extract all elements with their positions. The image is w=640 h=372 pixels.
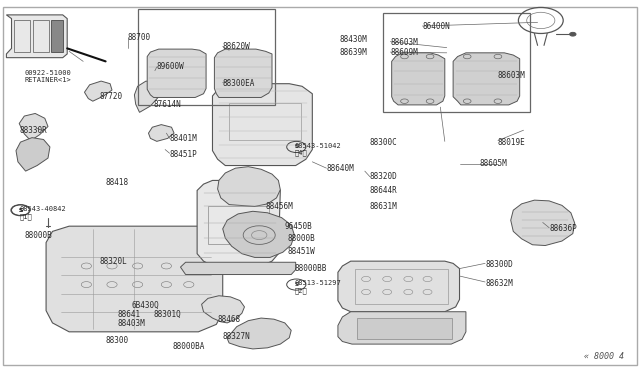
Bar xyxy=(355,269,448,304)
Text: 88640M: 88640M xyxy=(326,164,354,173)
Bar xyxy=(383,13,530,112)
Polygon shape xyxy=(453,53,520,105)
Bar xyxy=(33,20,49,52)
Text: 96450B: 96450B xyxy=(285,222,312,231)
Text: 88631M: 88631M xyxy=(370,202,397,211)
Text: S: S xyxy=(19,208,22,213)
Text: 88636P: 88636P xyxy=(549,224,577,233)
Polygon shape xyxy=(6,15,67,58)
Text: 88418: 88418 xyxy=(106,178,129,187)
Text: 88605M: 88605M xyxy=(480,159,508,168)
Text: 88401M: 88401M xyxy=(170,134,197,143)
Polygon shape xyxy=(218,167,280,206)
Text: 88451W: 88451W xyxy=(288,247,316,256)
Bar xyxy=(51,20,63,52)
Text: 88603M: 88603M xyxy=(390,38,418,47)
Text: 08543-40842
、1。: 08543-40842 、1。 xyxy=(19,206,66,219)
Text: 88700: 88700 xyxy=(128,33,151,42)
Text: 88609M: 88609M xyxy=(390,48,418,57)
Polygon shape xyxy=(202,296,244,323)
Polygon shape xyxy=(46,226,223,332)
Text: 88603M: 88603M xyxy=(498,71,525,80)
Polygon shape xyxy=(180,262,296,275)
Text: 6B430Q: 6B430Q xyxy=(131,301,159,310)
Text: 88430M: 88430M xyxy=(339,35,367,44)
Polygon shape xyxy=(16,138,50,171)
Polygon shape xyxy=(212,84,312,166)
Text: 88641: 88641 xyxy=(117,310,140,319)
Text: 88000B: 88000B xyxy=(288,234,316,243)
Text: 88300EA: 88300EA xyxy=(223,79,255,88)
Text: 88320D: 88320D xyxy=(370,172,397,181)
Polygon shape xyxy=(148,125,174,141)
Text: 88300D: 88300D xyxy=(485,260,513,269)
Circle shape xyxy=(570,32,576,36)
Text: 88000BA: 88000BA xyxy=(173,342,205,351)
Text: 87614N: 87614N xyxy=(154,100,181,109)
Text: 88456M: 88456M xyxy=(266,202,293,211)
Polygon shape xyxy=(338,261,460,312)
Text: S: S xyxy=(294,144,298,150)
Text: 87720: 87720 xyxy=(99,92,122,101)
Text: 88327N: 88327N xyxy=(223,332,250,341)
Text: 88000BB: 88000BB xyxy=(294,264,327,273)
Text: 88632M: 88632M xyxy=(485,279,513,288)
Text: 89600W: 89600W xyxy=(157,62,184,71)
Text: 88019E: 88019E xyxy=(498,138,525,147)
Polygon shape xyxy=(338,312,466,344)
Text: 88620W: 88620W xyxy=(223,42,250,51)
Text: 88644R: 88644R xyxy=(370,186,397,195)
Polygon shape xyxy=(84,81,112,101)
Text: « 8000 4: « 8000 4 xyxy=(584,352,624,361)
Text: 88468: 88468 xyxy=(218,315,241,324)
Polygon shape xyxy=(511,200,575,246)
Text: 08513-51297
、2。: 08513-51297 、2。 xyxy=(294,280,341,294)
Text: S: S xyxy=(294,282,298,287)
Text: 08543-51042
、4。: 08543-51042 、4。 xyxy=(294,143,341,156)
Text: 88451P: 88451P xyxy=(170,150,197,159)
Polygon shape xyxy=(197,180,280,266)
Text: 88300: 88300 xyxy=(106,336,129,345)
Polygon shape xyxy=(147,49,206,97)
Bar xyxy=(14,20,30,52)
Bar xyxy=(138,9,275,105)
Text: 86400N: 86400N xyxy=(422,22,450,31)
Text: 88000B: 88000B xyxy=(24,231,52,240)
Bar xyxy=(208,206,269,244)
Polygon shape xyxy=(19,113,48,141)
Text: 88320L: 88320L xyxy=(99,257,127,266)
Bar xyxy=(357,318,452,339)
Text: 88300C: 88300C xyxy=(370,138,397,147)
Text: S: S xyxy=(18,208,23,213)
Polygon shape xyxy=(227,318,291,349)
Text: 88301Q: 88301Q xyxy=(154,310,181,319)
Polygon shape xyxy=(223,211,294,257)
Text: 00922-51000
RETAINER<1>: 00922-51000 RETAINER<1> xyxy=(24,70,71,83)
Bar xyxy=(229,103,301,140)
Polygon shape xyxy=(134,81,161,112)
Polygon shape xyxy=(392,53,445,105)
Text: 88639M: 88639M xyxy=(339,48,367,57)
Text: 88330R: 88330R xyxy=(19,126,47,135)
Text: 88403M: 88403M xyxy=(117,319,145,328)
Polygon shape xyxy=(214,49,272,97)
